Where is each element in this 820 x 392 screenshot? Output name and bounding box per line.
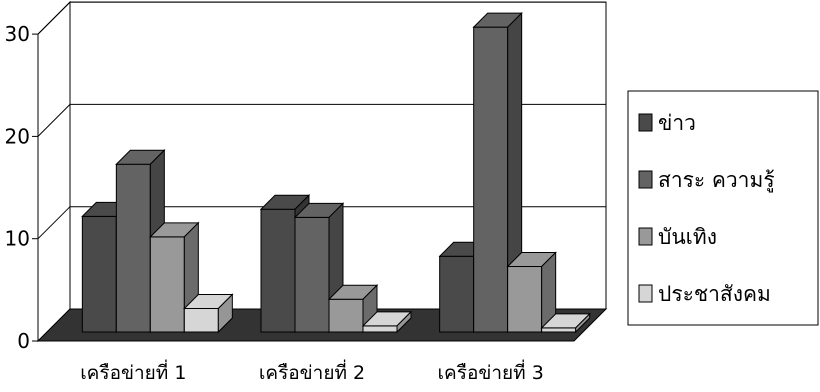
y-tick-label: 20 [5,124,30,148]
x-axis: เครือข่ายที่ 1 เครือข่ายที่ 2 เครือข่ายที่… [80,359,544,384]
bar [540,312,591,334]
bar-side [396,310,412,334]
x-category-label: เครือข่ายที่ 2 [259,359,365,384]
y-tick-label: 10 [5,227,30,251]
x-category-label: เครือข่ายที่ 3 [438,359,544,384]
bar-front [328,298,364,333]
legend-swatch [638,227,653,246]
bar-front [439,255,475,333]
bar-front [260,208,296,333]
bar-front [541,327,577,333]
legend-swatch [638,170,653,189]
bar-side [575,312,591,334]
bar [293,202,345,334]
bar-front [183,307,219,333]
bar-front [294,216,330,333]
legend-label: บันเทิง [658,225,717,249]
gridlines [37,1,606,240]
legend-swatch [638,113,653,132]
gridline [37,1,606,35]
x-category-label: เครือข่ายที่ 1 [80,359,186,384]
bars [81,11,591,334]
bar [472,11,523,334]
legend-label: ประชาสังคม [658,282,771,306]
bar-front [149,236,185,333]
side-wall [37,0,71,343]
bar-front [507,266,543,333]
bar-front [362,325,398,333]
legend-label: ข่าว [658,111,696,135]
legend-label: สาระ ความรู้ [658,168,775,193]
bar [183,293,234,334]
legend-box [627,90,819,326]
bar [149,221,200,334]
bar [361,310,413,334]
y-tick-label: 30 [5,22,30,46]
bar-front [115,163,151,333]
legend-swatch [638,284,653,303]
bar-front [473,26,509,333]
gridline [37,206,606,240]
bar-side [217,293,233,334]
bar [506,251,557,334]
bar-front [81,215,117,333]
y-tick-label: 0 [17,329,30,353]
gridline [37,103,606,137]
y-axis: 0 10 20 30 [5,22,39,353]
